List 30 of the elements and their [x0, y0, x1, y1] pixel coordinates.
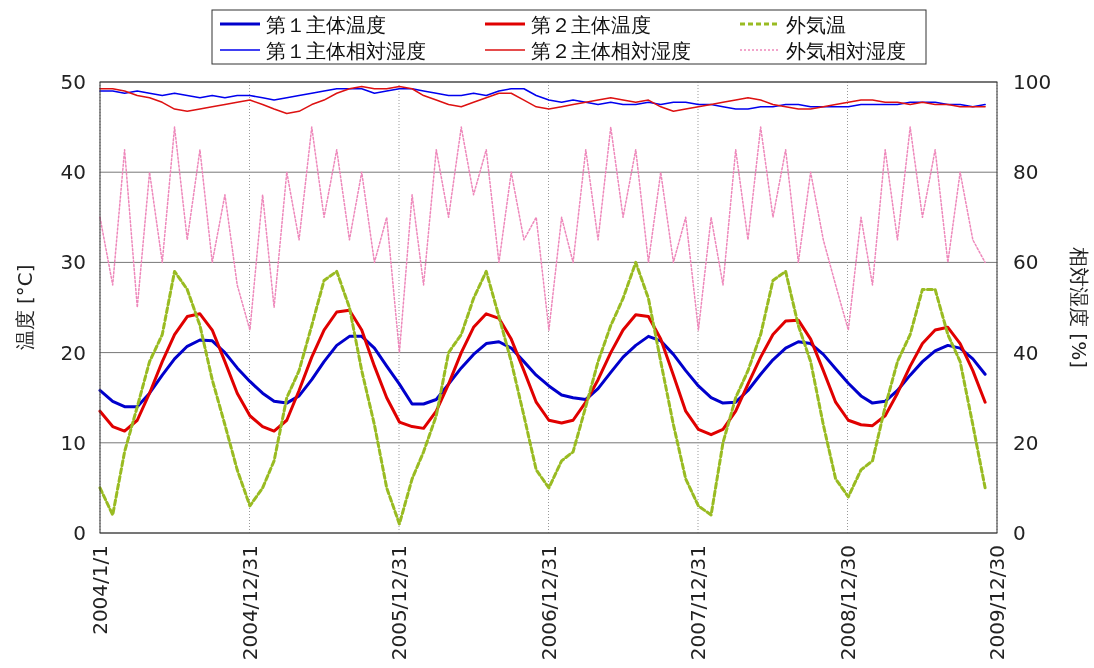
line-series	[99, 126, 986, 354]
y2-tick-label: 40	[1013, 340, 1039, 365]
y-tick-label: 20	[60, 340, 86, 365]
y-tick-label: 40	[60, 160, 86, 185]
y2-axis-title: 相対湿度 [%]	[1067, 247, 1091, 368]
y-axis-title: 温度 [°C]	[13, 264, 37, 351]
x-tick-label: 2008/12/30	[835, 545, 860, 661]
y2-tick-label: 20	[1013, 430, 1039, 455]
legend-label: 第２主体相対湿度	[531, 39, 691, 63]
y2-tick-label: 100	[1013, 70, 1052, 94]
y2-tick-label: 60	[1013, 250, 1039, 275]
x-tick-label: 2004/1/1	[88, 545, 112, 635]
line-series	[98, 308, 987, 437]
y-tick-label: 0	[73, 521, 86, 545]
y2-tick-label: 80	[1013, 160, 1039, 185]
line-series	[98, 260, 987, 526]
x-tick-label: 2007/12/31	[686, 545, 710, 661]
legend-label: 外気相対湿度	[786, 39, 906, 63]
x-tick-label: 2004/12/31	[237, 545, 262, 661]
y-tick-label: 30	[60, 250, 86, 275]
y2-tick-label: 0	[1013, 521, 1026, 545]
legend-label: 第２主体温度	[531, 13, 651, 37]
x-tick-label: 2005/12/31	[387, 545, 411, 661]
legend-label: 第１主体相対湿度	[266, 39, 426, 63]
y-tick-label: 50	[60, 70, 86, 94]
legend-label: 外気温	[786, 13, 846, 37]
y-tick-label: 10	[60, 430, 86, 455]
legend-label: 第１主体温度	[266, 13, 386, 37]
x-tick-label: 2009/12/30	[985, 545, 1009, 661]
x-tick-label: 2006/12/31	[536, 545, 561, 661]
